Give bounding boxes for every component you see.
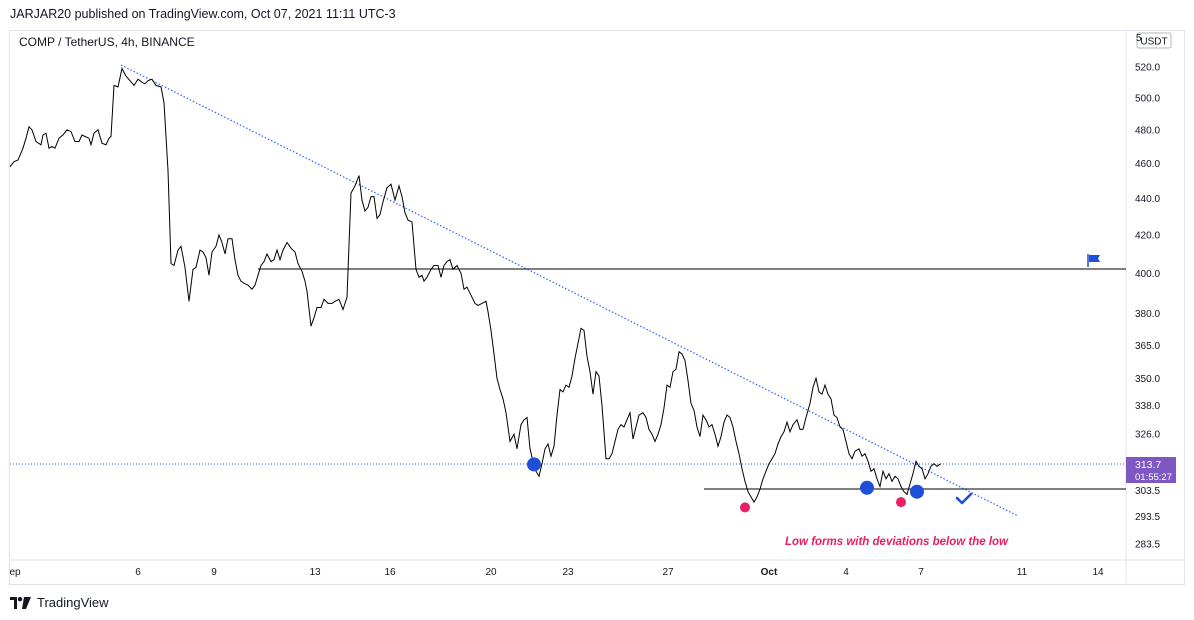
price-tick-label: 520.0 [1135,63,1160,74]
pink-deviation-marker[interactable] [740,502,750,513]
time-tick-label: 20 [485,567,497,578]
downtrend-line[interactable] [120,64,1019,517]
blue-low-marker[interactable] [860,480,874,495]
flag-icon[interactable] [1087,254,1100,267]
price-tick-label: 420.0 [1135,230,1160,241]
price-series-line [9,67,942,504]
price-tick-label: 380.0 [1135,309,1160,320]
blue-low-marker[interactable] [910,484,924,499]
markers [527,457,924,513]
time-tick-label: 27 [662,567,674,578]
price-tick-label: 293.5 [1135,512,1160,523]
price-tick-label: 283.5 [1135,540,1160,551]
time-tick-label: 11 [1017,567,1028,578]
time-tick-label: 23 [562,567,574,578]
currency-badge[interactable] [1136,32,1172,49]
tradingview-brand[interactable]: TradingView [37,595,109,610]
pink-deviation-marker[interactable] [896,497,906,508]
tradingview-logo-icon [10,596,31,609]
price-tick-label: 338.0 [1135,401,1160,412]
price-tick-label: 500.0 [1135,93,1160,104]
currency-label: USDT [1140,37,1167,48]
time-tick-label: Oct [761,567,778,578]
price-tick-label: 400.0 [1135,269,1160,280]
time-tick-label: 13 [309,567,321,578]
price-tick-label: 460.0 [1135,159,1160,170]
blue-low-marker[interactable] [527,457,541,472]
current-price-value: 313.7 [1135,459,1161,471]
price-axis-top-partial: 5 [1136,33,1142,44]
footer: TradingView [10,595,109,610]
checkmark-icon[interactable] [955,492,973,505]
price-tick-label: 326.0 [1135,430,1160,441]
time-tick-label: 7 [918,567,924,578]
symbol-title[interactable]: COMP / TetherUS, 4h, BINANCE [19,35,195,49]
candle-countdown: 01:55:27 [1135,472,1172,483]
price-tick-label: 440.0 [1135,194,1160,205]
time-tick-label: 14 [1092,567,1104,578]
time-tick-label: 9 [211,567,217,578]
time-axis[interactable]: ep 6 9 13 16 20 23 27 Oct 4 7 11 14 [9,567,1104,578]
price-tick-label: 365.0 [1135,341,1160,352]
price-tick-label: 480.0 [1135,125,1160,136]
price-tick-label: 303.5 [1135,486,1160,497]
current-price-badge [1126,457,1176,483]
time-tick-label: 6 [135,567,141,578]
annotation-text[interactable]: Low forms with deviations below the low [785,536,1009,548]
publisher-line: JARJAR20 published on TradingView.com, O… [10,7,396,21]
price-axis[interactable]: 520.0 500.0 480.0 460.0 440.0 420.0 400.0 380.0… [1135,63,1160,551]
time-tick-label: 4 [843,567,849,578]
time-tick-label: ep [9,567,21,578]
chart-frame [9,30,1185,585]
time-tick-label: 16 [384,567,396,578]
price-tick-label: 350.0 [1135,374,1160,385]
